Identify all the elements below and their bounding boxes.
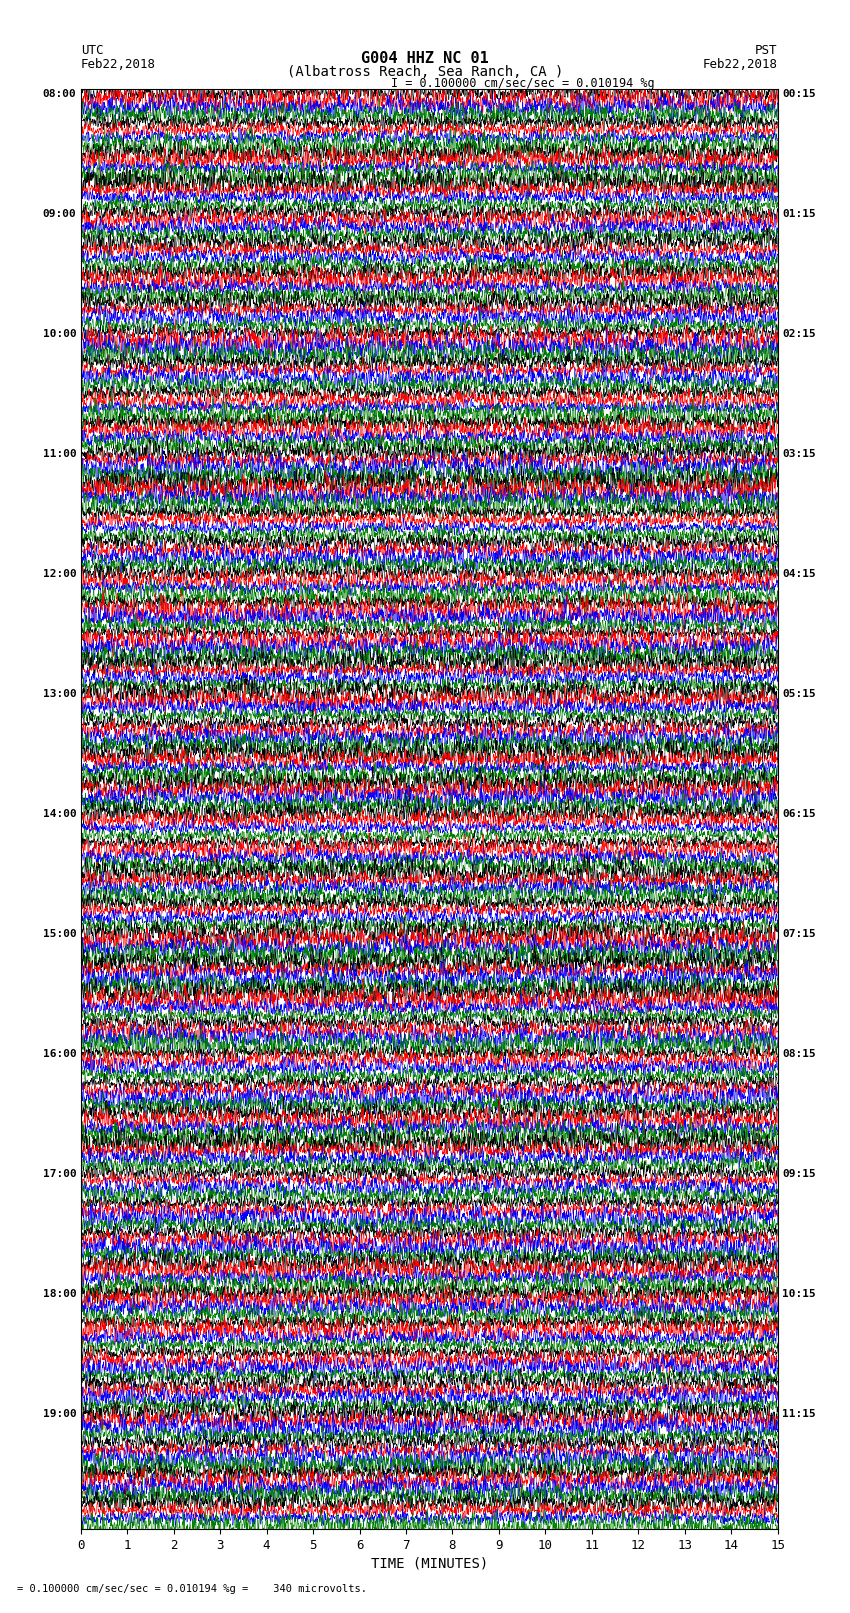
- Text: 19:00: 19:00: [42, 1410, 76, 1419]
- Text: 05:15: 05:15: [782, 689, 816, 698]
- Text: 08:00: 08:00: [42, 89, 76, 98]
- Text: = 0.100000 cm/sec/sec = 0.010194 %g =    340 microvolts.: = 0.100000 cm/sec/sec = 0.010194 %g = 34…: [17, 1584, 367, 1594]
- Text: 00:15: 00:15: [782, 89, 816, 98]
- Text: 11:00: 11:00: [42, 448, 76, 458]
- Text: Feb22,2018: Feb22,2018: [81, 58, 156, 71]
- Text: 06:15: 06:15: [782, 810, 816, 819]
- Text: 11:15: 11:15: [782, 1410, 816, 1419]
- Text: 16:00: 16:00: [42, 1048, 76, 1060]
- Text: 07:15: 07:15: [782, 929, 816, 939]
- Text: I = 0.100000 cm/sec/sec = 0.010194 %g: I = 0.100000 cm/sec/sec = 0.010194 %g: [391, 77, 654, 90]
- Text: (Albatross Reach, Sea Ranch, CA ): (Albatross Reach, Sea Ranch, CA ): [286, 65, 564, 79]
- Text: 14:00: 14:00: [42, 810, 76, 819]
- Text: 09:15: 09:15: [782, 1169, 816, 1179]
- Text: 10:00: 10:00: [42, 329, 76, 339]
- Text: 18:00: 18:00: [42, 1289, 76, 1298]
- Text: 10:15: 10:15: [782, 1289, 816, 1298]
- Text: 12:00: 12:00: [42, 569, 76, 579]
- X-axis label: TIME (MINUTES): TIME (MINUTES): [371, 1557, 488, 1569]
- Text: 17:00: 17:00: [42, 1169, 76, 1179]
- Text: 02:15: 02:15: [782, 329, 816, 339]
- Text: 04:15: 04:15: [782, 569, 816, 579]
- Text: 08:15: 08:15: [782, 1048, 816, 1060]
- Text: PST: PST: [756, 44, 778, 56]
- Text: 13:00: 13:00: [42, 689, 76, 698]
- Text: 09:00: 09:00: [42, 208, 76, 219]
- Text: 03:15: 03:15: [782, 448, 816, 458]
- Text: 01:15: 01:15: [782, 208, 816, 219]
- Text: G004 HHZ NC 01: G004 HHZ NC 01: [361, 50, 489, 66]
- Text: UTC: UTC: [81, 44, 103, 56]
- Text: 15:00: 15:00: [42, 929, 76, 939]
- Text: Feb22,2018: Feb22,2018: [703, 58, 778, 71]
